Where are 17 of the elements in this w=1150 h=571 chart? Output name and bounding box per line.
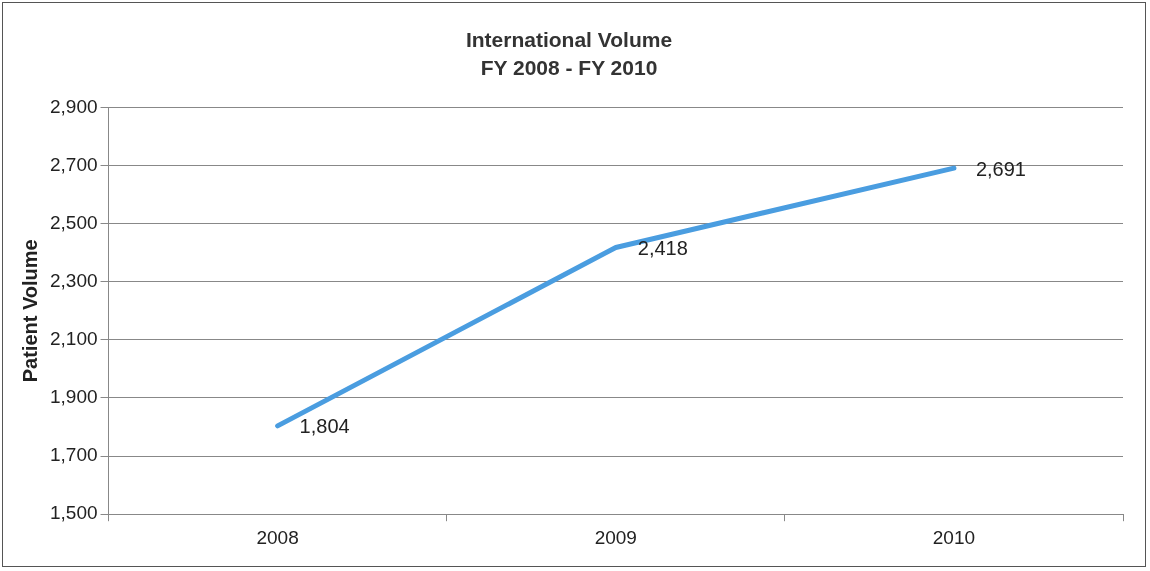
y-tick-label: 1,900 <box>50 386 98 408</box>
x-tick-label: 2010 <box>932 526 976 548</box>
y-tick-label: 2,900 <box>50 95 98 117</box>
chart-subtitle: FY 2008 - FY 2010 <box>480 55 658 79</box>
x-tick-label: 2008 <box>256 526 299 548</box>
data-label: 2,691 <box>975 157 1026 180</box>
x-tick-label: 2009 <box>594 526 637 548</box>
y-tick-label: 2,700 <box>50 153 98 175</box>
chart-title: International Volume <box>465 28 673 52</box>
y-tick-label: 1,500 <box>50 502 98 524</box>
y-tick-label: 2,300 <box>50 269 98 291</box>
y-tick-label: 2,100 <box>50 328 98 350</box>
y-axis-title: Patient Volume <box>18 239 41 383</box>
data-label: 2,418 <box>637 236 688 259</box>
y-tick-label: 1,700 <box>50 444 98 466</box>
y-tick-label: 2,500 <box>50 211 98 233</box>
data-label: 1,804 <box>299 415 350 438</box>
